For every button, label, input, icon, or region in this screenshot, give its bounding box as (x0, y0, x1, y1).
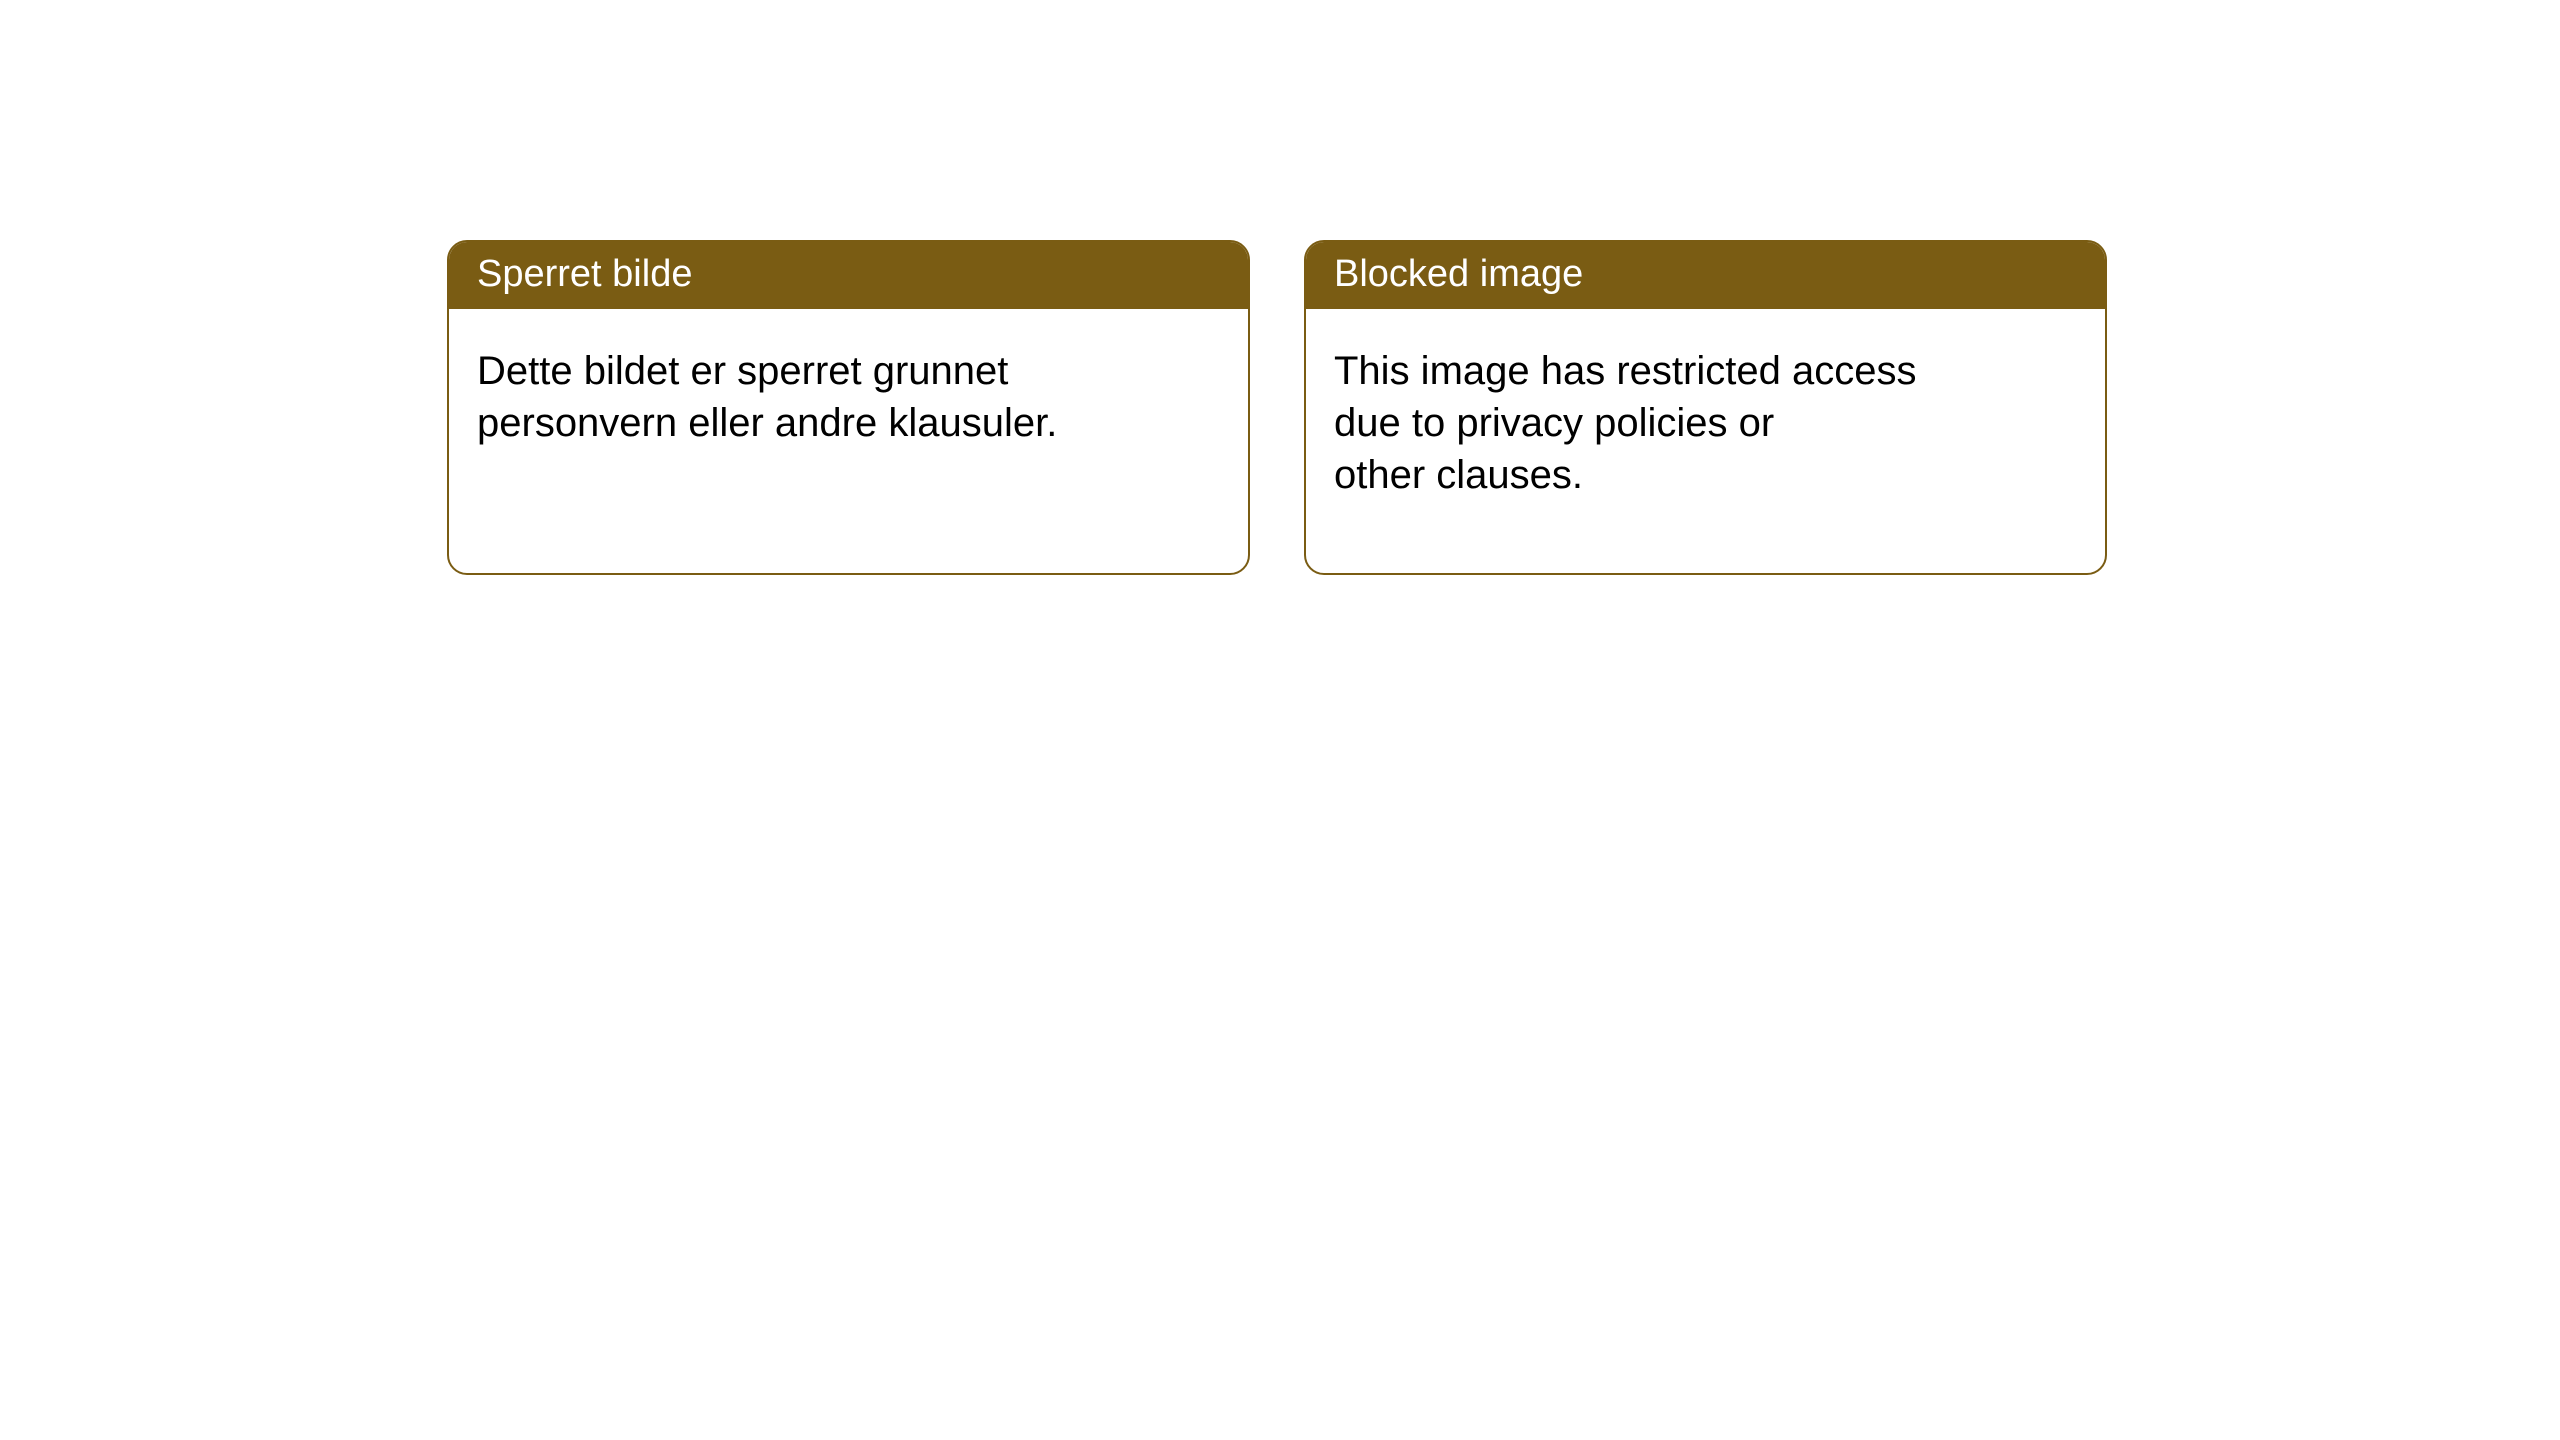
notice-card-english: Blocked image This image has restricted … (1304, 240, 2107, 575)
notice-body-english: This image has restricted access due to … (1306, 309, 2105, 537)
notice-container: Sperret bilde Dette bildet er sperret gr… (0, 0, 2560, 575)
notice-card-norwegian: Sperret bilde Dette bildet er sperret gr… (447, 240, 1250, 575)
notice-header-norwegian: Sperret bilde (449, 242, 1248, 309)
notice-body-norwegian: Dette bildet er sperret grunnet personve… (449, 309, 1248, 485)
notice-header-english: Blocked image (1306, 242, 2105, 309)
